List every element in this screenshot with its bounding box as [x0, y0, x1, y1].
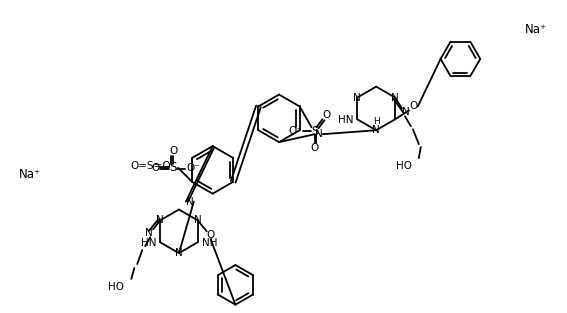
Text: N: N: [373, 125, 380, 135]
Text: N: N: [145, 228, 153, 238]
Text: O=S=O: O=S=O: [130, 161, 171, 171]
Text: O⁻: O⁻: [289, 126, 303, 136]
Text: Na⁺: Na⁺: [524, 23, 547, 36]
Text: N: N: [156, 215, 164, 225]
Text: O: O: [206, 230, 215, 240]
Text: HN: HN: [338, 115, 353, 125]
Text: O: O: [410, 101, 418, 111]
Text: HN: HN: [141, 238, 156, 248]
Text: O: O: [151, 163, 159, 173]
Text: N: N: [186, 197, 194, 207]
Text: Na⁺: Na⁺: [19, 168, 41, 181]
Text: NH: NH: [202, 238, 217, 248]
Text: O⁻: O⁻: [186, 163, 200, 173]
Text: N: N: [391, 93, 399, 103]
Text: N: N: [402, 107, 410, 117]
Text: N: N: [353, 93, 361, 103]
Text: O: O: [310, 143, 319, 153]
Text: N: N: [315, 129, 323, 139]
Text: S: S: [311, 125, 318, 138]
Text: N: N: [175, 248, 183, 258]
Text: N: N: [194, 215, 202, 225]
Text: HO: HO: [396, 161, 412, 171]
Text: S: S: [170, 162, 177, 174]
Text: O: O: [169, 146, 177, 156]
Text: O: O: [322, 110, 331, 121]
Text: HO: HO: [108, 282, 124, 292]
Text: H: H: [373, 117, 379, 126]
